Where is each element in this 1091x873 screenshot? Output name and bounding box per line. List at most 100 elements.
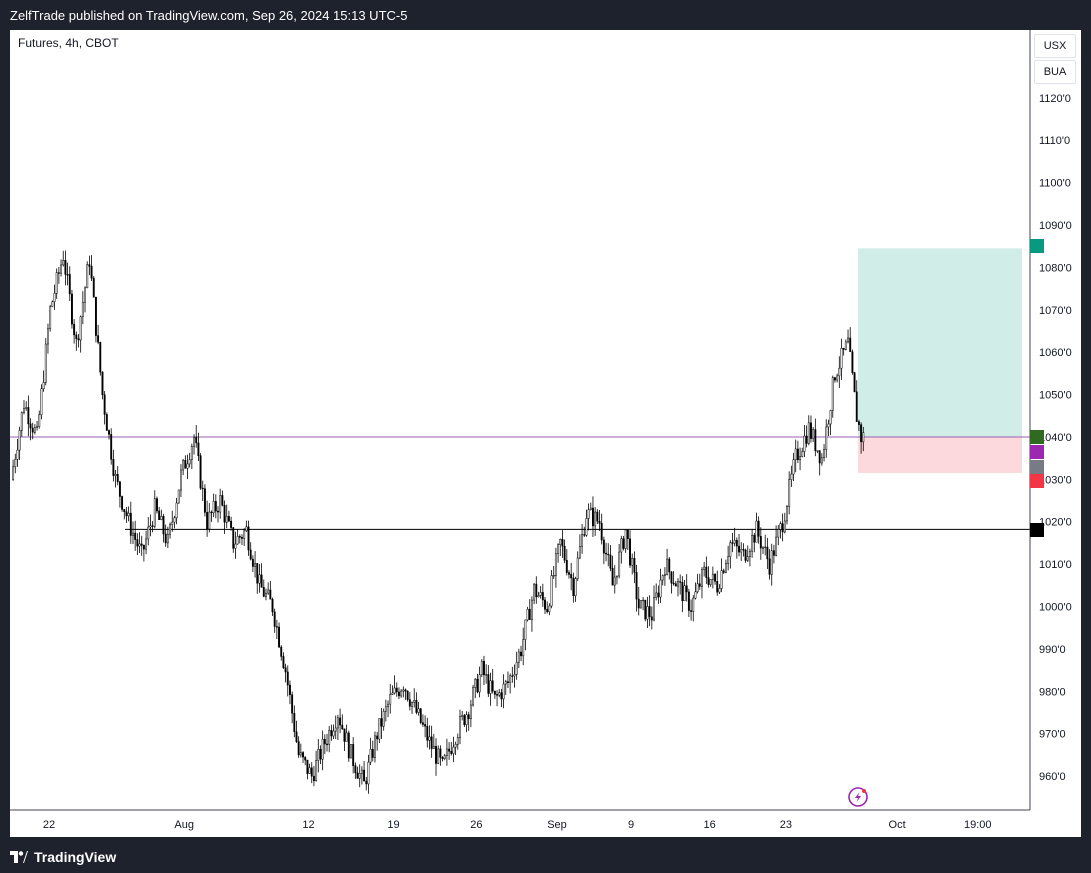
candle-body [428, 736, 431, 741]
candle-body [278, 626, 281, 648]
price-tick-label: 1090'0 [1039, 220, 1072, 232]
candle-body [51, 301, 54, 307]
candle-body [860, 424, 863, 443]
candle-body [358, 773, 361, 779]
candle-body [256, 563, 259, 584]
candle-body [68, 274, 71, 295]
candle-body [788, 479, 791, 507]
candle-body [799, 456, 802, 461]
candle-body [600, 523, 603, 541]
candle-body [234, 543, 237, 549]
candle-body [116, 474, 119, 483]
candle-body [648, 606, 651, 618]
candle-body [467, 714, 470, 720]
candle-body [622, 538, 625, 549]
candle-body [783, 520, 786, 533]
candle-body [88, 264, 91, 267]
candle-body [568, 572, 570, 575]
candle-body [535, 583, 538, 598]
candle-body [474, 678, 477, 688]
candle-body [367, 761, 370, 785]
candle-body [607, 553, 610, 556]
candle-body [378, 718, 381, 740]
candle-body [528, 608, 531, 620]
candle-body [786, 506, 788, 522]
candle-body [25, 407, 28, 409]
bua-button[interactable]: BUA [1034, 60, 1076, 84]
price-axis[interactable]: 960'0 970'0 980'0 990'0 1000'0 1010'0 1020'0 10… [1039, 93, 1072, 783]
candle-body [605, 552, 607, 555]
price-chart[interactable]: 960'0 970'0 980'0 990'0 1000'0 1010'0 1020'0 10… [10, 30, 1081, 837]
candle-body [319, 749, 322, 760]
candle-body [618, 551, 621, 577]
tradingview-logo[interactable]: TradingView [10, 849, 116, 865]
candle-body [666, 558, 669, 575]
candle-body [424, 724, 427, 727]
candle-body [814, 429, 817, 451]
candle-body [334, 727, 337, 732]
header-bar: ZelfTrade published on TradingView.com, … [0, 0, 1091, 30]
candle-body [123, 509, 126, 513]
candle-body [145, 538, 148, 550]
candle-body [432, 746, 435, 749]
candle-body [169, 524, 172, 535]
candle-body [326, 743, 328, 746]
candle-body [160, 515, 163, 520]
candle-body [286, 671, 289, 686]
take-profit-zone[interactable] [858, 248, 1022, 437]
candle-body [733, 539, 736, 544]
candle-body [698, 583, 701, 587]
candle-body [849, 337, 852, 353]
candle-body [616, 575, 618, 578]
candle-body [642, 599, 645, 602]
usx-button[interactable]: USX [1034, 34, 1076, 58]
candle-body [517, 651, 520, 663]
candle-body [182, 460, 185, 471]
candle-body [823, 449, 825, 459]
chart-frame: 960'0 970'0 980'0 990'0 1000'0 1010'0 1020'0 10… [10, 30, 1081, 837]
price-tick-label: 1030'0 [1039, 474, 1072, 486]
price-tick-label: 960'0 [1039, 771, 1066, 783]
candle-body [659, 579, 662, 598]
candle-body [790, 473, 793, 480]
candle-body [816, 450, 819, 452]
candle-body [644, 599, 647, 620]
candle-body [598, 520, 601, 524]
candle-body [563, 545, 566, 561]
candle-body [415, 700, 418, 713]
time-axis[interactable]: 22 Aug 12 19 26 Sep 9 16 23 Oct 19:00 [43, 819, 992, 831]
candle-body [576, 557, 579, 579]
time-tick-label: 22 [43, 819, 55, 831]
candle-body [171, 521, 174, 525]
candle-body [507, 681, 509, 683]
stop-loss-zone[interactable] [858, 436, 1022, 473]
candle-body [421, 722, 424, 725]
candle-body [735, 539, 738, 547]
candle-body [241, 537, 243, 539]
candle-body [343, 728, 346, 742]
candle-body [502, 683, 505, 700]
candle-body [328, 730, 331, 745]
candle-body [744, 549, 747, 561]
candle-body [472, 687, 475, 706]
candle-body [210, 511, 213, 514]
candle-body [740, 549, 743, 553]
candle-body [225, 516, 228, 523]
footer-bar: TradingView [0, 838, 1091, 873]
candle-body [33, 427, 36, 433]
candle-body [262, 587, 265, 597]
candle-body [443, 755, 446, 759]
candle-body [14, 459, 17, 468]
candle-body [371, 748, 374, 758]
candle-body [690, 610, 693, 612]
candle-body [391, 692, 394, 695]
candle-body [581, 534, 584, 547]
candle-body [624, 529, 627, 549]
candle-body [589, 507, 592, 510]
lightning-icon[interactable] [848, 787, 868, 807]
candle-body [762, 547, 764, 549]
candle-body [844, 341, 847, 350]
candle-body [509, 675, 512, 683]
candle-body [592, 507, 594, 527]
candle-body [306, 759, 309, 774]
